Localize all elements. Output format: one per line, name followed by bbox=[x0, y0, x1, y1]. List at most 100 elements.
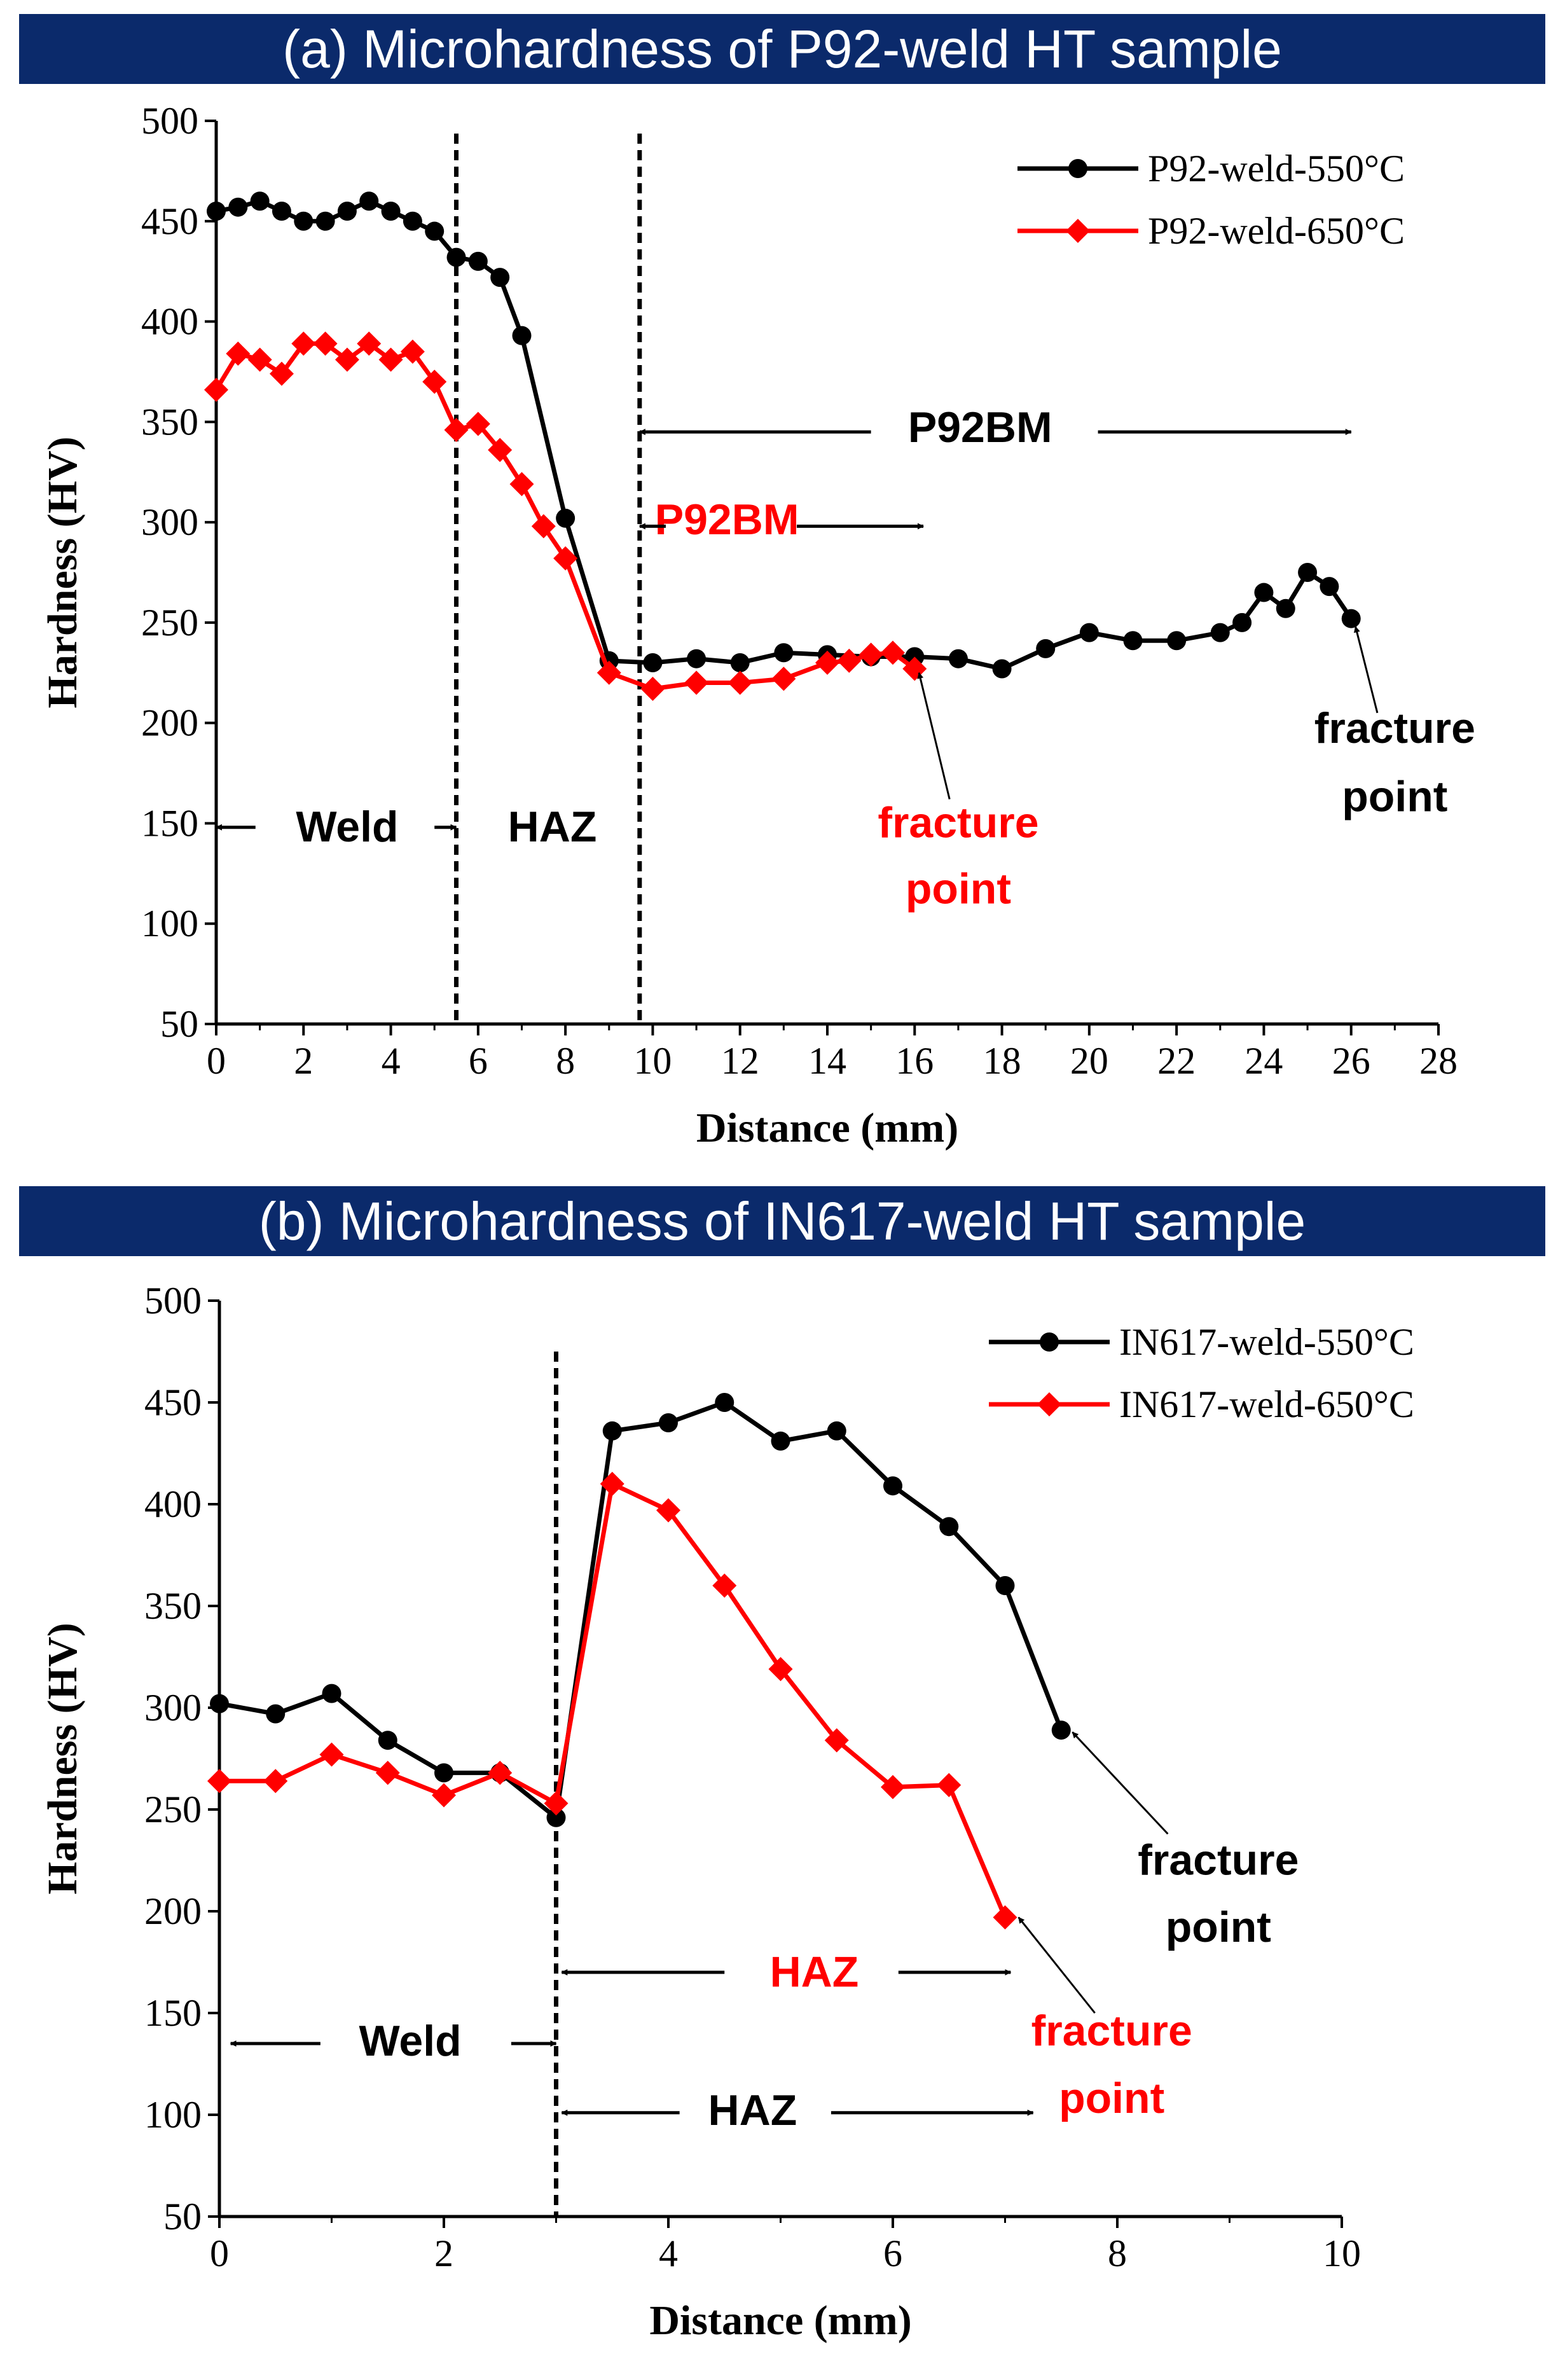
data-point bbox=[313, 331, 338, 356]
fracture-black-label-line2: point bbox=[1166, 1903, 1271, 1951]
data-point bbox=[656, 1498, 680, 1523]
x-tick-label: 4 bbox=[382, 1040, 401, 1082]
data-point bbox=[858, 642, 883, 667]
x-tick-label: 28 bbox=[1419, 1040, 1458, 1082]
data-point bbox=[319, 1742, 344, 1767]
x-tick-label: 10 bbox=[633, 1040, 672, 1082]
chart-b: 50 100 150 200 250 300 350 400 450 500 0 2 4 6 8 10 Wel… bbox=[39, 1280, 1414, 2344]
series-line-0 bbox=[219, 1400, 1064, 1822]
data-point bbox=[727, 670, 752, 695]
weld-label: Weld bbox=[359, 2017, 461, 2065]
y-tick-label: 500 bbox=[141, 100, 198, 142]
haz-black-label: HAZ bbox=[708, 2086, 797, 2134]
data-point bbox=[432, 1783, 456, 1808]
data-point bbox=[993, 1905, 1017, 1930]
x-tick-label: 6 bbox=[883, 2232, 902, 2274]
data-point bbox=[294, 211, 314, 231]
data-point bbox=[531, 514, 556, 539]
data-point bbox=[556, 508, 576, 528]
x-tick-label: 2 bbox=[294, 1040, 313, 1082]
data-point bbox=[1254, 583, 1274, 602]
haz-label: HAZ bbox=[508, 803, 597, 851]
data-point bbox=[400, 339, 425, 364]
y-tick-label: 450 bbox=[144, 1381, 202, 1423]
y-tick-label: 350 bbox=[141, 401, 198, 443]
y-tick-label: 50 bbox=[163, 2196, 202, 2238]
x-tick-label: 20 bbox=[1070, 1040, 1108, 1082]
x-tick-label: 4 bbox=[659, 2232, 678, 2274]
data-point bbox=[226, 342, 251, 366]
x-tick-label: 18 bbox=[983, 1040, 1021, 1082]
data-point bbox=[210, 1694, 229, 1713]
y-tick-label: 400 bbox=[141, 301, 198, 343]
data-point bbox=[1051, 1720, 1071, 1740]
y-tick-label: 400 bbox=[144, 1483, 202, 1525]
data-point bbox=[640, 677, 665, 702]
data-point bbox=[488, 1761, 513, 1785]
data-point bbox=[266, 1704, 286, 1724]
data-point bbox=[824, 1728, 849, 1753]
legend-label: IN617-weld-550°C bbox=[1119, 1321, 1414, 1363]
data-point bbox=[375, 1761, 400, 1785]
legend-marker bbox=[1066, 219, 1090, 243]
fracture-red-label-line2: point bbox=[1059, 2074, 1164, 2122]
data-point bbox=[291, 331, 316, 356]
data-point bbox=[334, 347, 359, 372]
p92bm-black-label: P92BM bbox=[908, 403, 1052, 452]
weld-label: Weld bbox=[296, 803, 398, 851]
legend-label: P92-weld-550°C bbox=[1148, 148, 1405, 190]
data-point bbox=[1079, 623, 1099, 642]
fracture-red-pointer bbox=[1017, 1916, 1096, 2014]
data-point bbox=[272, 202, 291, 221]
x-tick-label: 14 bbox=[808, 1040, 846, 1082]
data-point bbox=[1341, 609, 1361, 628]
data-point bbox=[422, 370, 447, 394]
data-point bbox=[600, 1472, 624, 1496]
data-point bbox=[774, 643, 794, 663]
data-point bbox=[512, 326, 532, 345]
data-point bbox=[207, 202, 226, 221]
data-point bbox=[768, 1657, 793, 1682]
data-point bbox=[378, 1731, 397, 1750]
data-point bbox=[490, 268, 510, 287]
data-point bbox=[643, 653, 663, 672]
data-point bbox=[827, 1421, 846, 1441]
data-point bbox=[381, 202, 401, 221]
data-point bbox=[684, 670, 709, 695]
data-point bbox=[425, 221, 445, 241]
fracture-black-label-line1: fracture bbox=[1138, 1836, 1299, 1884]
y-tick-label: 200 bbox=[141, 702, 198, 744]
data-point bbox=[715, 1393, 734, 1412]
data-point bbox=[263, 1769, 288, 1794]
fracture-red-pointer bbox=[917, 672, 951, 799]
legend-marker bbox=[1040, 1332, 1059, 1352]
x-tick-label: 16 bbox=[895, 1040, 934, 1082]
data-point bbox=[1298, 563, 1318, 582]
fracture-black-label-line2: point bbox=[1342, 773, 1447, 821]
p92bm-red-label: P92BM bbox=[655, 495, 799, 544]
x-tick-label: 8 bbox=[1108, 2232, 1127, 2274]
legend-label: P92-weld-650°C bbox=[1148, 210, 1405, 252]
fracture-black-pointer bbox=[1353, 626, 1379, 714]
data-point bbox=[337, 202, 357, 221]
data-point bbox=[553, 546, 578, 571]
fracture-red-label-line1: fracture bbox=[878, 799, 1038, 847]
data-point bbox=[1210, 623, 1230, 642]
data-point bbox=[1123, 631, 1143, 651]
data-point bbox=[1036, 639, 1056, 658]
data-point bbox=[322, 1684, 341, 1703]
x-tick-label: 2 bbox=[434, 2232, 453, 2274]
y-tick-label: 200 bbox=[144, 1890, 202, 1932]
chart-a-title-banner: (a) Microhardness of P92-weld HT sample bbox=[19, 14, 1545, 84]
x-axis-title: Distance (mm) bbox=[649, 2297, 911, 2344]
data-point bbox=[315, 211, 335, 231]
data-point bbox=[204, 377, 228, 402]
y-tick-label: 300 bbox=[144, 1687, 202, 1729]
data-point bbox=[465, 412, 490, 436]
x-tick-label: 26 bbox=[1332, 1040, 1370, 1082]
data-point bbox=[247, 347, 272, 372]
series-line-0 bbox=[216, 198, 1353, 672]
data-point bbox=[995, 1576, 1015, 1595]
x-tick-label: 12 bbox=[721, 1040, 759, 1082]
